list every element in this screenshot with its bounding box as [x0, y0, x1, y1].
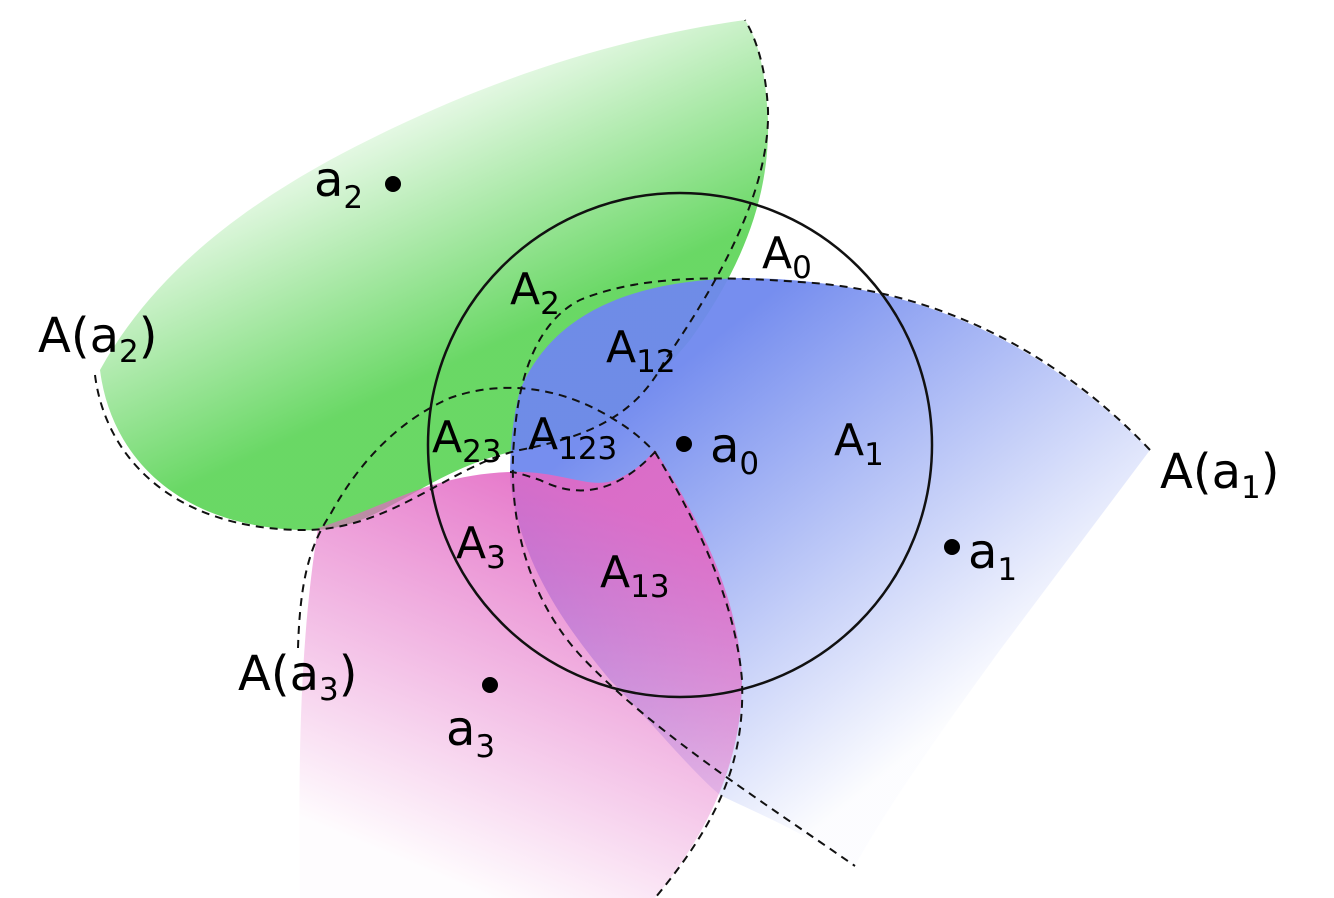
point-a2: [385, 176, 401, 192]
boundary-a-of-a3: [297, 386, 744, 898]
label-A13: A13: [600, 547, 670, 605]
label-A0: A0: [762, 228, 812, 286]
label-A23: A23: [432, 412, 502, 470]
label-region-a-of-a1: A(a1): [1160, 444, 1279, 506]
label-a0: a0: [710, 418, 759, 482]
label-A123: A123: [528, 409, 617, 467]
label-region-a-of-a3: A(a3): [238, 646, 357, 708]
central-circle: [426, 191, 934, 699]
point-a1: [944, 539, 960, 555]
point-a3: [482, 677, 498, 693]
label-A1: A1: [834, 415, 884, 473]
boundary-a-of-a2: [94, 19, 770, 532]
boundary-a-of-a1: [511, 277, 1151, 867]
region-a-of-a3: [299, 450, 742, 898]
label-A2: A2: [510, 264, 560, 322]
label-A12: A12: [606, 322, 676, 380]
label-a1: a1: [968, 524, 1017, 588]
point-a0: [676, 436, 692, 452]
label-a2: a2: [314, 152, 363, 216]
label-region-a-of-a2: A(a2): [38, 308, 157, 370]
label-A3: A3: [456, 518, 506, 576]
label-a3: a3: [446, 701, 495, 765]
